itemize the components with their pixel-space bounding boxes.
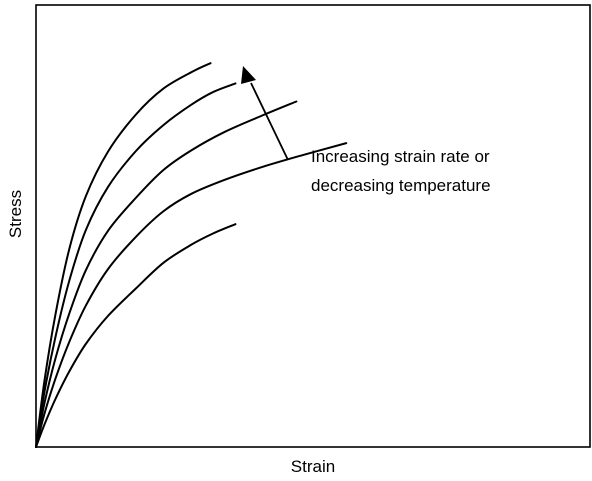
x-axis-label: Strain <box>291 457 335 476</box>
stress-strain-curve-1 <box>35 223 237 448</box>
plot-frame <box>35 4 591 448</box>
stress-strain-curve-3 <box>35 100 298 448</box>
stress-strain-curve-5 <box>35 62 212 448</box>
annotation-arrow <box>241 66 289 161</box>
stress-strain-curve-4 <box>35 82 237 448</box>
stress-strain-curve-2 <box>35 142 348 448</box>
annotation-line-1: Increasing strain rate or <box>311 147 490 166</box>
arrow-head <box>241 66 256 84</box>
annotation-line-2: decreasing temperature <box>311 176 491 195</box>
y-axis-label: Stress <box>6 190 25 238</box>
curve-group <box>35 62 348 448</box>
arrow-shaft <box>250 82 289 161</box>
